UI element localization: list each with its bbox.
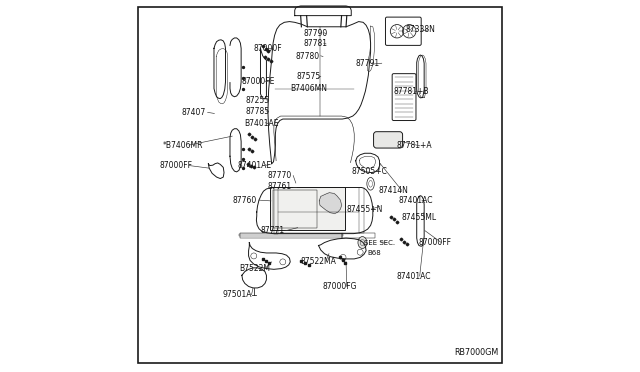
Text: B68: B68 bbox=[367, 250, 381, 256]
Text: B7401AE: B7401AE bbox=[244, 119, 278, 128]
Text: 87781: 87781 bbox=[303, 39, 327, 48]
Text: 87455ML: 87455ML bbox=[401, 213, 436, 222]
Text: 87000FG: 87000FG bbox=[322, 282, 356, 291]
Bar bbox=[270, 187, 346, 230]
Text: SEE SEC.: SEE SEC. bbox=[364, 240, 395, 246]
Text: 87761: 87761 bbox=[267, 182, 291, 191]
Text: 87790: 87790 bbox=[303, 29, 328, 38]
Text: 87000FF: 87000FF bbox=[159, 161, 192, 170]
Bar bbox=[342, 233, 375, 238]
Text: 87000FE: 87000FE bbox=[242, 77, 275, 86]
Text: 87505+C: 87505+C bbox=[352, 167, 388, 176]
Text: 87575: 87575 bbox=[296, 72, 321, 81]
Text: *B7406MR: *B7406MR bbox=[163, 141, 204, 150]
Text: 87781+B: 87781+B bbox=[394, 87, 429, 96]
Text: 87781+A: 87781+A bbox=[397, 141, 432, 150]
Text: 87760: 87760 bbox=[232, 196, 257, 205]
Text: 87455+N: 87455+N bbox=[347, 205, 383, 214]
Text: 87401AE: 87401AE bbox=[237, 161, 271, 170]
Text: 87791: 87791 bbox=[356, 59, 380, 68]
Text: 87407: 87407 bbox=[182, 108, 206, 117]
Text: RB7000GM: RB7000GM bbox=[454, 348, 499, 357]
Text: B7522M: B7522M bbox=[239, 264, 270, 273]
Polygon shape bbox=[319, 193, 342, 214]
Text: 87522MA: 87522MA bbox=[301, 257, 337, 266]
Text: 87401AC: 87401AC bbox=[397, 272, 431, 280]
Bar bbox=[273, 190, 317, 228]
Text: 87255: 87255 bbox=[246, 96, 269, 105]
Text: 87771: 87771 bbox=[260, 226, 285, 235]
Bar bbox=[241, 233, 342, 238]
Text: 87785: 87785 bbox=[246, 107, 269, 116]
Text: 87338N: 87338N bbox=[406, 25, 435, 34]
Text: 87780: 87780 bbox=[296, 52, 320, 61]
Text: 87770: 87770 bbox=[267, 171, 291, 180]
Text: 87401AC: 87401AC bbox=[399, 196, 433, 205]
Text: 97501A: 97501A bbox=[223, 290, 252, 299]
Ellipse shape bbox=[358, 237, 367, 248]
Bar bbox=[239, 234, 343, 236]
Text: 87000FF: 87000FF bbox=[418, 238, 451, 247]
Text: B7406MN: B7406MN bbox=[291, 84, 327, 93]
FancyBboxPatch shape bbox=[374, 132, 403, 148]
Text: 87000F: 87000F bbox=[253, 44, 282, 53]
Text: 87414N: 87414N bbox=[379, 186, 409, 195]
